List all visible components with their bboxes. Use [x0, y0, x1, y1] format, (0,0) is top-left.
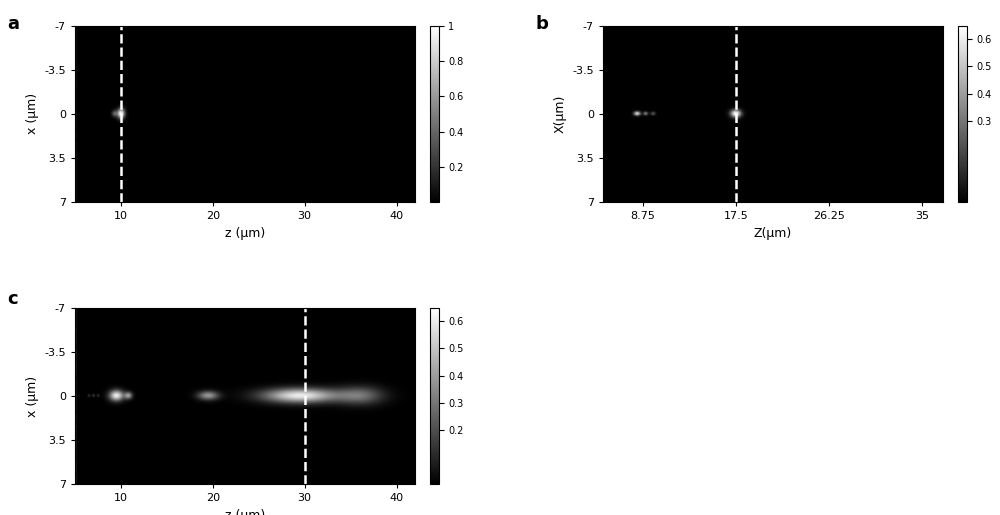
Y-axis label: x (μm): x (μm)	[26, 93, 39, 134]
Text: c: c	[7, 290, 18, 308]
Text: b: b	[535, 15, 548, 33]
Y-axis label: x (μm): x (μm)	[26, 375, 39, 417]
X-axis label: Z(μm): Z(μm)	[754, 227, 792, 239]
X-axis label: z (μm): z (μm)	[225, 227, 265, 239]
X-axis label: z (μm): z (μm)	[225, 509, 265, 515]
Text: a: a	[7, 15, 19, 33]
Y-axis label: X(μm): X(μm)	[554, 95, 567, 133]
